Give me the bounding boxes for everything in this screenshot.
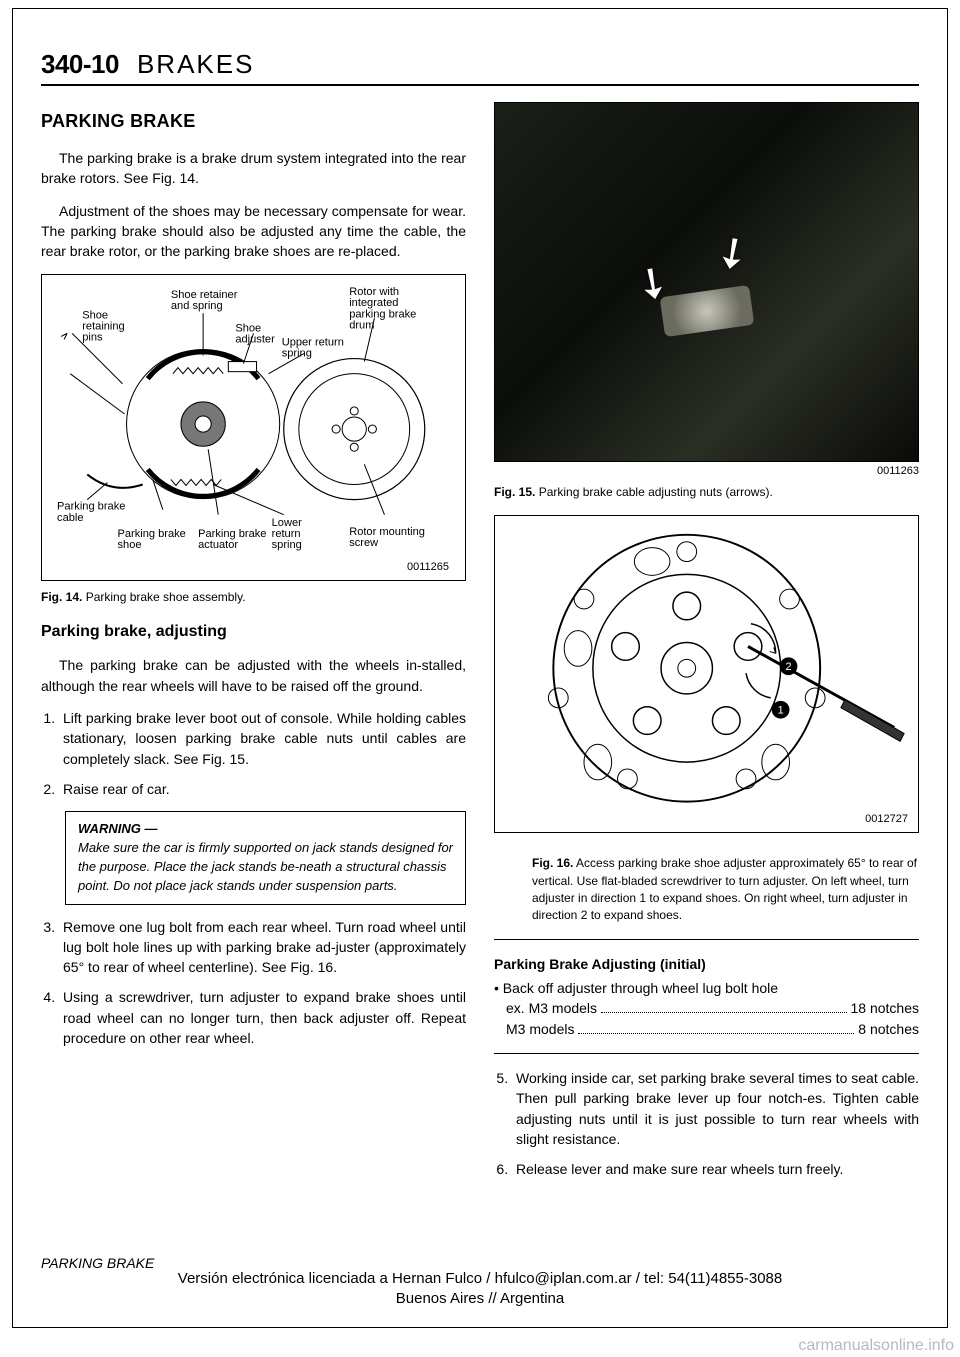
fig14-label-f: Parking brakecable <box>57 500 125 523</box>
adjust-row2-value: 8 notches <box>858 1019 919 1039</box>
page-header: 340-10 BRAKES <box>41 49 919 86</box>
step-4: Using a screwdriver, turn adjuster to ex… <box>59 987 466 1048</box>
figure-15-caption-text: Parking brake cable adjusting nuts (arro… <box>539 485 773 499</box>
intro-paragraph-1: The parking brake is a brake drum system… <box>41 148 466 189</box>
fig14-label-e: Rotor withintegratedparking brakedrum <box>349 286 416 331</box>
adjusting-spec-block: Parking Brake Adjusting (initial) • Back… <box>494 954 919 1039</box>
divider <box>494 1053 919 1054</box>
figure-14-caption-bold: Fig. 14. <box>41 590 82 604</box>
fig16-marker-2: 2 <box>786 662 792 674</box>
intro-paragraph-2: Adjustment of the shoes may be necessary… <box>41 201 466 262</box>
figure-14-diagram: Shoeretainingpins Shoe retainerand sprin… <box>52 283 455 555</box>
section-title: PARKING BRAKE <box>41 108 466 134</box>
warning-box: WARNING — Make sure the car is firmly su… <box>65 811 466 904</box>
license-block: Versión electrónica licenciada a Hernan … <box>13 1269 947 1310</box>
fig14-label-j: Rotor mountingscrew <box>349 525 425 548</box>
figure-15-caption-bold: Fig. 15. <box>494 485 535 499</box>
adjust-title: Parking Brake Adjusting (initial) <box>494 954 919 974</box>
figure-16-caption-bold: Fig. 16. <box>532 856 573 870</box>
chapter-title: BRAKES <box>137 49 255 80</box>
figure-14-frame: Shoeretainingpins Shoe retainerand sprin… <box>41 274 466 581</box>
page-number: 340-10 <box>41 49 119 80</box>
left-column: PARKING BRAKE The parking brake is a bra… <box>41 102 466 1191</box>
figure-16-frame: 2 1 0012727 <box>494 515 919 833</box>
license-line-2: Buenos Aires // Argentina <box>13 1289 947 1309</box>
fig14-label-i: Lowerreturnspring <box>272 516 302 550</box>
fig14-label-h: Parking brakeactuator <box>198 527 266 550</box>
right-column: ➘ ➘ 0011263 Fig. 15. Parking brake cable… <box>494 102 919 1191</box>
figure-15-photo: ➘ ➘ <box>494 102 919 462</box>
step-3: Remove one lug bolt from each rear wheel… <box>59 917 466 978</box>
adjust-row1-label: ex. M3 models <box>494 998 597 1018</box>
divider <box>494 939 919 940</box>
step-6: Release lever and make sure rear wheels … <box>512 1159 919 1179</box>
adjust-row-1: ex. M3 models 18 notches <box>494 998 919 1018</box>
procedure-steps-right: Working inside car, set parking brake se… <box>512 1068 919 1179</box>
step-1: Lift parking brake lever boot out of con… <box>59 708 466 769</box>
fig14-label-c: Shoeadjuster <box>235 322 275 345</box>
watermark: carmanualsonline.info <box>798 1337 954 1355</box>
arrow-icon: ➘ <box>698 222 768 286</box>
procedure-steps-left-cont: Remove one lug bolt from each rear wheel… <box>59 917 466 1049</box>
fig14-label-a: Shoeretainingpins <box>82 309 125 343</box>
license-line-1: Versión electrónica licenciada a Hernan … <box>13 1269 947 1289</box>
fig16-marker-1: 1 <box>778 705 784 717</box>
warning-title: WARNING — <box>78 820 453 839</box>
figure-16-id: 0012727 <box>499 812 914 828</box>
warning-text: Make sure the car is firmly supported on… <box>78 839 453 896</box>
figure-16-caption: Fig. 16. Access parking brake shoe adjus… <box>494 855 919 925</box>
figure-14-caption: Fig. 14. Parking brake shoe assembly. <box>41 589 466 606</box>
adjust-row1-value: 18 notches <box>851 998 920 1018</box>
adjust-bullet: • Back off adjuster through wheel lug bo… <box>494 978 919 998</box>
step-5: Working inside car, set parking brake se… <box>512 1068 919 1149</box>
figure-15-wrap: ➘ ➘ 0011263 <box>494 102 919 462</box>
figure-14-id: 0011265 <box>52 560 455 576</box>
subsection-intro: The parking brake can be adjusted with t… <box>41 655 466 696</box>
adjust-row-2: M3 models 8 notches <box>494 1019 919 1039</box>
figure-15-id: 0011263 <box>877 464 919 480</box>
figure-16-diagram: 2 1 <box>499 520 914 807</box>
step-2: Raise rear of car. <box>59 779 466 799</box>
subsection-title: Parking brake, adjusting <box>41 620 466 643</box>
procedure-steps-left: Lift parking brake lever boot out of con… <box>59 708 466 799</box>
fig14-label-b: Shoe retainerand spring <box>171 289 238 312</box>
fig14-label-g: Parking brakeshoe <box>117 527 185 550</box>
adjust-row2-label: M3 models <box>494 1019 574 1039</box>
fig14-label-d: Upper returnspring <box>282 336 344 359</box>
figure-15-caption: Fig. 15. Parking brake cable adjusting n… <box>494 484 919 501</box>
figure-16-caption-text: Access parking brake shoe adjuster appro… <box>532 856 917 922</box>
figure-14-caption-text: Parking brake shoe assembly. <box>86 590 246 604</box>
